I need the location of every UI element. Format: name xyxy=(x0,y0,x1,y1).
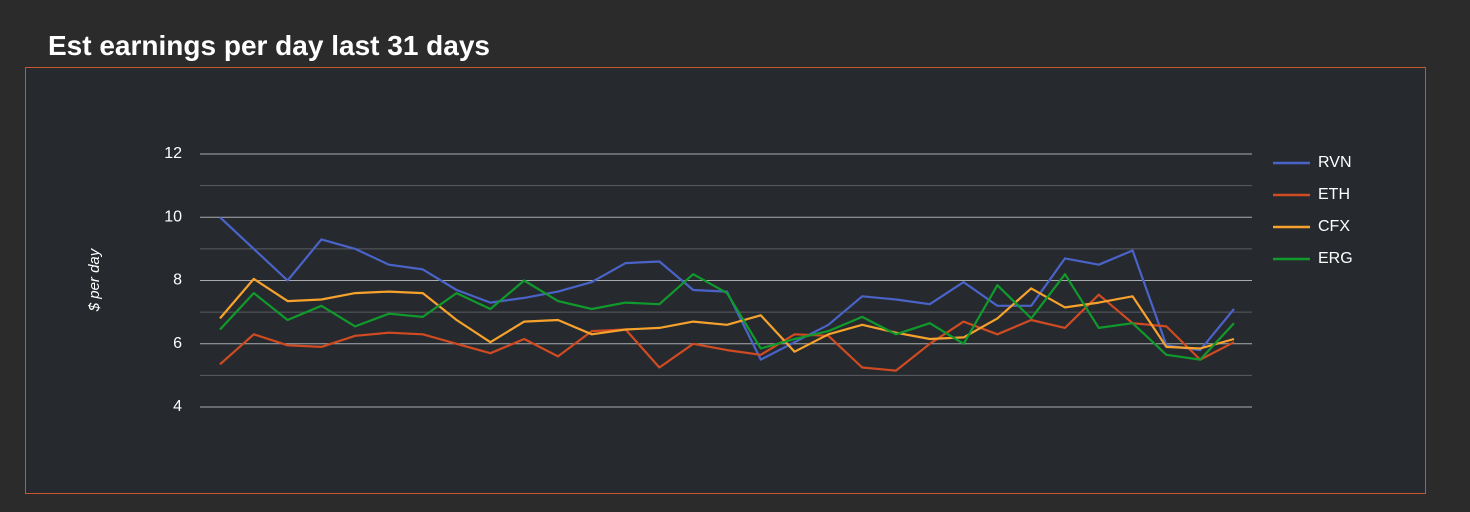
chart-title: Est earnings per day last 31 days xyxy=(48,30,490,61)
y-tick-label: 8 xyxy=(173,272,182,289)
legend-label: ETH xyxy=(1318,186,1350,203)
y-tick-label: 10 xyxy=(164,208,182,225)
legend-label: RVN xyxy=(1318,154,1352,171)
y-tick-label: 4 xyxy=(173,398,182,415)
series-line xyxy=(219,273,1235,361)
series-line xyxy=(219,293,1235,372)
y-tick-label: 12 xyxy=(164,145,182,162)
legend-label: CFX xyxy=(1318,218,1350,235)
y-tick-label: 6 xyxy=(173,335,182,352)
legend-label: ERG xyxy=(1318,250,1353,267)
series-line xyxy=(219,216,1235,361)
y-axis-label: $ per day xyxy=(86,247,103,312)
series-line xyxy=(219,277,1235,353)
